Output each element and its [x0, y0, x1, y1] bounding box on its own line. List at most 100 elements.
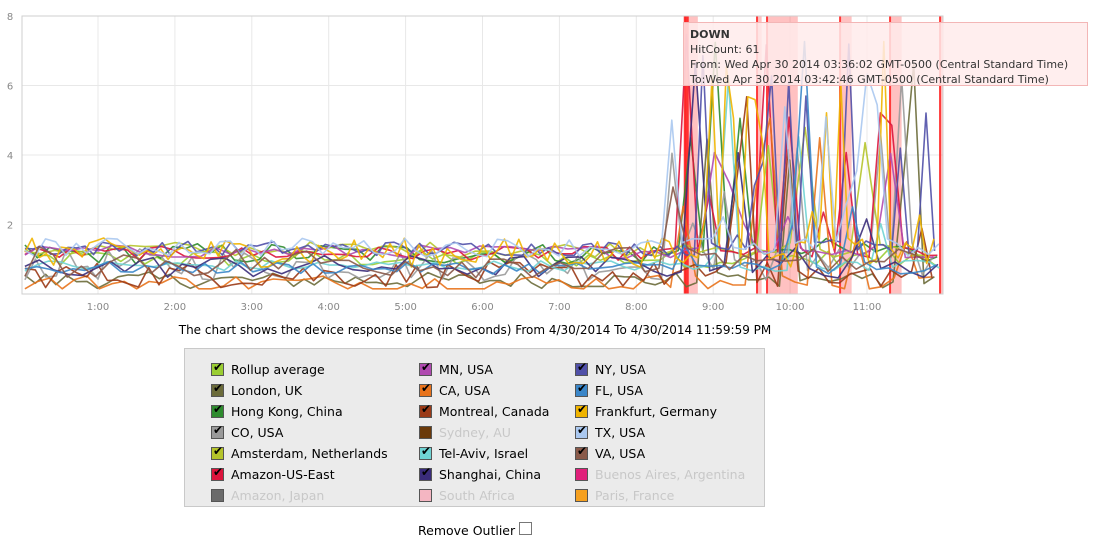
legend-checkbox[interactable]: ✔ [575, 443, 588, 460]
legend-item[interactable]: ✔ Frankfurt, Germany [575, 401, 717, 421]
y-tick-label: 4 [7, 151, 13, 162]
legend-label: Tel-Aviv, Israel [439, 445, 529, 461]
series-line [24, 186, 927, 279]
legend-label: TX, USA [595, 424, 646, 440]
tooltip-title: DOWN [690, 28, 730, 41]
series-line [24, 78, 940, 273]
legend-item[interactable]: ✔ MN, USA [419, 359, 493, 379]
x-tick-label: 4:00 [317, 302, 339, 313]
remove-outlier-control[interactable]: Remove Outlier [418, 522, 533, 538]
legend-item[interactable]: South Africa [419, 485, 515, 505]
legend-item[interactable]: ✔ CO, USA [211, 422, 283, 442]
x-tick-label: 8:00 [625, 302, 647, 313]
check-icon: ✔ [421, 401, 432, 416]
check-icon: ✔ [213, 422, 224, 437]
legend-label: Rollup average [231, 361, 325, 377]
legend-label: CO, USA [231, 424, 284, 440]
check-icon: ✔ [213, 380, 224, 395]
legend-label: Paris, France [595, 487, 675, 503]
plot-area-border [21, 15, 944, 295]
down-band [940, 16, 943, 294]
legend-checkbox[interactable]: ✔ [575, 381, 588, 397]
legend-checkbox[interactable]: ✔ [575, 360, 588, 376]
remove-outlier-checkbox[interactable] [519, 522, 533, 535]
check-icon: ✔ [577, 422, 588, 437]
y-tick-label: 2 [7, 221, 13, 232]
check-icon: ✔ [421, 443, 432, 458]
check-icon: ✔ [213, 359, 224, 374]
chart-legend: ✔ Rollup average ✔ London, UK ✔ Hong Kong, Ch… [184, 348, 765, 507]
legend-checkbox[interactable]: ✔ [211, 443, 224, 460]
legend-checkbox[interactable] [419, 425, 432, 439]
legend-item[interactable]: ✔ Amazon-US-East [211, 464, 335, 484]
remove-outlier-label: Remove Outlier [418, 523, 516, 538]
legend-checkbox[interactable]: ✔ [419, 380, 432, 397]
y-tick-label: 6 [7, 82, 13, 93]
legend-item[interactable]: ✔ Amsterdam, Netherlands [211, 443, 388, 463]
legend-label: CA, USA [439, 382, 491, 398]
legend-item[interactable]: ✔ Hong Kong, China [211, 401, 343, 421]
chart-caption: The chart shows the device response time… [178, 323, 772, 337]
legend-item[interactable]: ✔ FL, USA [575, 380, 643, 400]
legend-item[interactable]: ✔ CA, USA [419, 380, 490, 400]
series-line [24, 40, 935, 268]
legend-label: FL, USA [595, 382, 643, 398]
tooltip-from: From: Wed Apr 30 2014 03:36:02 GMT-0500 … [690, 58, 1069, 71]
legend-label: South Africa [439, 487, 515, 503]
legend-item[interactable]: ✔ VA, USA [575, 443, 645, 463]
legend-checkbox[interactable]: ✔ [419, 401, 432, 418]
legend-item[interactable]: ✔ Tel-Aviv, Israel [419, 443, 528, 463]
legend-item[interactable]: ✔ Rollup average [211, 359, 325, 379]
legend-item[interactable]: ✔ TX, USA [575, 422, 645, 442]
down-band [890, 16, 902, 294]
legend-item[interactable]: Buenos Aires, Argentina [575, 464, 745, 484]
check-icon: ✔ [577, 401, 588, 416]
legend-label: Sydney, AU [439, 424, 511, 440]
tooltip-to: To:Wed Apr 30 2014 03:42:46 GMT-0500 (Ce… [690, 73, 1049, 86]
x-tick-label: 5:00 [394, 302, 416, 313]
legend-checkbox[interactable] [575, 467, 588, 481]
x-tick-label: 6:00 [471, 302, 493, 313]
legend-checkbox[interactable] [419, 488, 432, 502]
legend-label: Amazon, Japan [231, 487, 325, 503]
check-icon: ✔ [421, 380, 432, 395]
legend-checkbox[interactable]: ✔ [419, 360, 432, 376]
legend-checkbox[interactable]: ✔ [211, 464, 224, 481]
legend-label: MN, USA [439, 361, 493, 377]
legend-label: Amsterdam, Netherlands [231, 445, 388, 461]
legend-checkbox[interactable]: ✔ [575, 422, 588, 439]
legend-checkbox[interactable]: ✔ [211, 380, 224, 397]
legend-item[interactable]: Amazon, Japan [211, 485, 324, 505]
legend-checkbox[interactable]: ✔ [419, 443, 432, 460]
legend-item[interactable]: ✔ London, UK [211, 380, 302, 400]
legend-checkbox[interactable]: ✔ [575, 401, 588, 418]
legend-checkbox[interactable] [575, 488, 588, 502]
x-tick-label: 10:00 [776, 302, 805, 313]
legend-label: Shanghai, China [439, 466, 542, 482]
series-line [24, 151, 935, 259]
legend-checkbox[interactable]: ✔ [211, 401, 224, 418]
x-tick-label: 9:00 [702, 302, 724, 313]
legend-label: VA, USA [595, 445, 646, 461]
check-icon: ✔ [421, 464, 432, 479]
legend-item[interactable]: Paris, France [575, 485, 674, 505]
legend-item[interactable]: Sydney, AU [419, 422, 511, 442]
series-line [24, 40, 937, 275]
x-tick-label: 11:00 [853, 302, 882, 313]
legend-label: Frankfurt, Germany [595, 403, 718, 419]
legend-checkbox[interactable] [211, 488, 224, 502]
legend-item[interactable]: ✔ NY, USA [575, 359, 646, 379]
series-line [24, 72, 940, 258]
check-icon: ✔ [213, 401, 224, 416]
check-icon: ✔ [577, 443, 588, 458]
legend-item[interactable]: ✔ Shanghai, China [419, 464, 541, 484]
y-tick-label: 8 [7, 12, 13, 23]
legend-label: Montreal, Canada [439, 403, 550, 419]
legend-checkbox[interactable]: ✔ [211, 359, 224, 376]
axis-labels: 2 4 6 8 1:00 2:00 3:00 4:00 5:00 6:00 7:00 8:00 9:00… [7, 12, 882, 313]
check-icon: ✔ [213, 443, 224, 458]
legend-checkbox[interactable]: ✔ [419, 464, 432, 481]
check-icon: ✔ [213, 464, 224, 479]
legend-checkbox[interactable]: ✔ [211, 422, 224, 439]
legend-item[interactable]: ✔ Montreal, Canada [419, 401, 549, 421]
